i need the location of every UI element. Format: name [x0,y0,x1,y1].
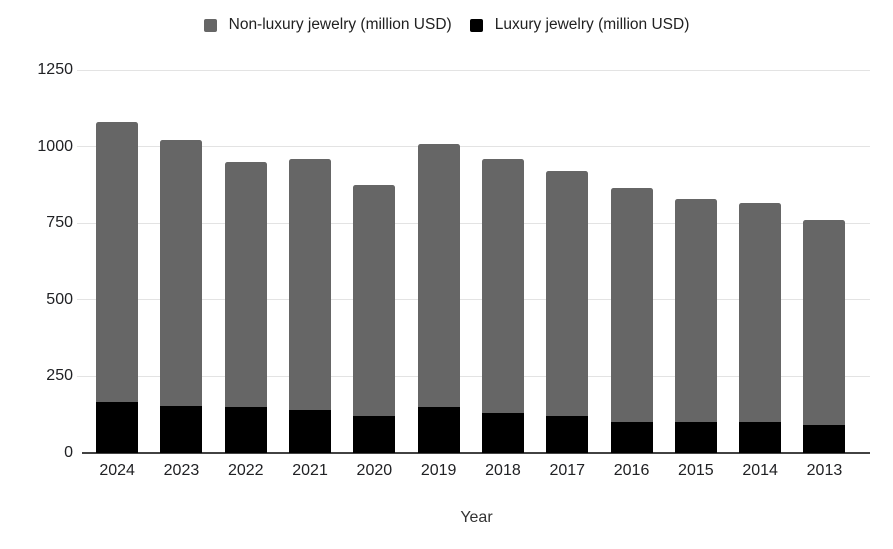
gridline-750 [77,222,870,224]
y-tick-label-250: 250 [46,367,73,385]
bar-segment-non-luxury-2020 [353,184,396,417]
bar-segment-non-luxury-2013 [803,220,846,426]
legend-item-non-luxury: Non-luxury jewelry (million USD) [203,16,452,34]
bar-segment-luxury-2017 [546,416,589,453]
bar-group-2016 [610,70,653,453]
bar-segment-luxury-2015 [674,422,717,453]
gridline-1250 [77,69,870,71]
bar-segment-non-luxury-2016 [610,187,653,423]
x-tick-label-2022: 2022 [227,462,264,479]
x-tick-label-2016: 2016 [613,462,650,479]
bar-segment-luxury-2021 [289,410,332,453]
legend-label-non-luxury: Non-luxury jewelry (million USD) [228,16,452,33]
bar-segment-non-luxury-2019 [417,143,460,408]
y-tick-label-1000: 1000 [37,137,73,155]
bar-segment-non-luxury-2015 [674,198,717,423]
bar-group-2018 [481,70,524,453]
x-tick-label-2019: 2019 [420,462,457,479]
gridline-250 [77,375,870,377]
bar-segment-non-luxury-2021 [289,158,332,411]
bar-segment-luxury-2020 [353,416,396,453]
plot-area: 0 250 500 750 1000 1250 [37,61,870,461]
bar-segment-luxury-2024 [96,402,139,453]
y-tick-label-1250: 1250 [37,61,73,78]
y-tick-label-500: 500 [46,290,73,308]
bar-segment-non-luxury-2022 [224,161,267,408]
legend-swatch-luxury-icon [469,18,483,32]
x-tick-label-2014: 2014 [742,462,778,479]
bar-segment-non-luxury-2024 [96,122,139,403]
x-tick-label-2023: 2023 [163,462,200,479]
bar-group-2013 [803,70,846,453]
legend-label-luxury: Luxury jewelry (million USD) [494,16,690,33]
bar-group-2021 [289,70,332,453]
y-tick-label-750: 750 [46,214,73,232]
bar-segment-luxury-2013 [803,425,846,453]
bar-segment-non-luxury-2017 [546,171,589,417]
legend-item-luxury: Luxury jewelry (million USD) [469,16,690,34]
x-tick-label-2021: 2021 [292,462,328,479]
bar-segment-non-luxury-2014 [739,203,782,423]
bar-segment-non-luxury-2023 [160,140,203,406]
x-axis-line [82,452,870,454]
x-tick-label-2017: 2017 [549,462,586,479]
bar-group-2019 [417,70,460,453]
chart-legend: Non-luxury jewelry (million USD) Luxury … [0,15,893,35]
x-tick-label-2018: 2018 [485,462,521,479]
gridline-500 [77,299,870,301]
bar-segment-luxury-2014 [739,422,782,453]
bar-group-2024 [96,70,139,453]
legend-swatch-non-luxury-icon [203,18,217,32]
x-tick-label-2015: 2015 [678,462,714,479]
bar-segment-luxury-2022 [224,407,267,453]
bar-group-2020 [353,70,396,453]
gridline-1000 [77,146,870,148]
bar-segment-luxury-2023 [160,405,203,453]
bar-group-2014 [739,70,782,453]
bar-segment-non-luxury-2018 [481,158,524,414]
x-tick-label-2013: 2013 [806,462,843,479]
bar-group-2022 [224,70,267,453]
y-tick-label-0: 0 [64,444,73,461]
bar-group-2023 [160,70,203,453]
bar-segment-luxury-2019 [417,407,460,453]
bar-segment-luxury-2018 [481,413,524,453]
bar-segment-luxury-2016 [610,422,653,453]
x-tick-label-2020: 2020 [356,462,393,479]
x-tick-label-2024: 2024 [99,462,135,479]
bar-group-2017 [546,70,589,453]
x-axis-title: Year [460,509,493,526]
bar-group-2015 [674,70,717,453]
